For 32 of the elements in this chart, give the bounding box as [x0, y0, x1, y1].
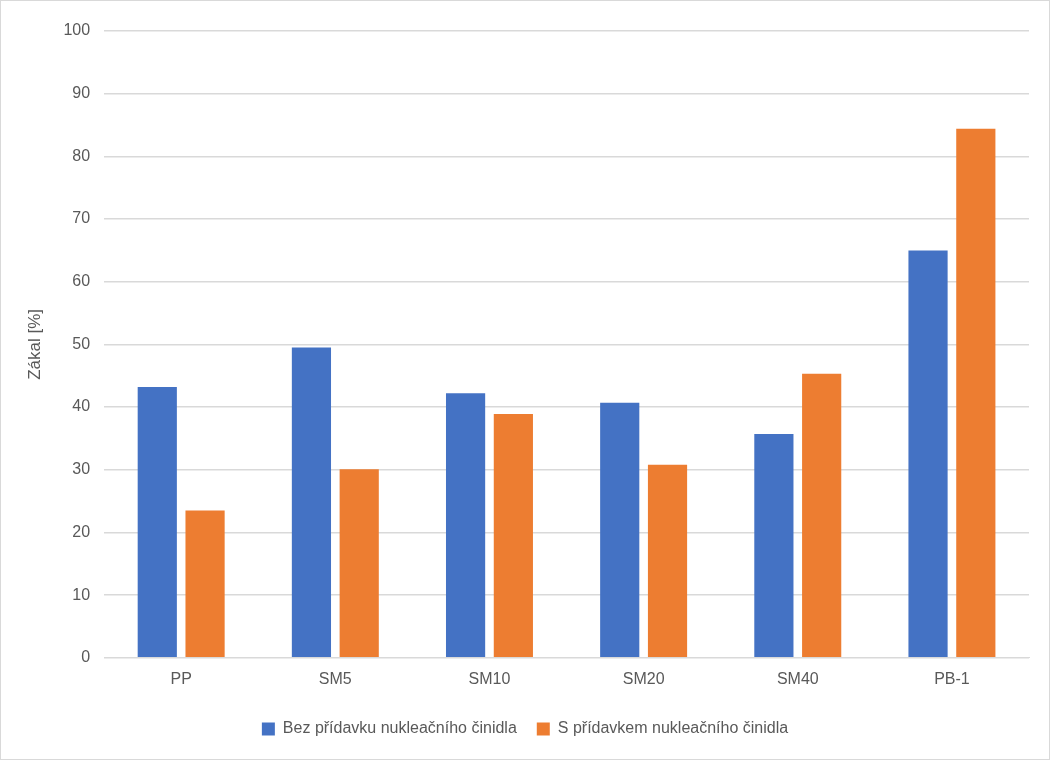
bar — [802, 373, 842, 658]
y-tick-label: 90 — [72, 84, 91, 102]
bar — [956, 128, 996, 658]
bar — [291, 347, 332, 658]
y-tick-label: 0 — [81, 648, 91, 666]
y-tick-label: 70 — [72, 209, 91, 227]
x-tick-label: PB-1 — [934, 669, 970, 687]
y-tick-label: 50 — [72, 334, 91, 352]
bar — [445, 393, 486, 658]
x-tick-label: PP — [170, 669, 192, 687]
y-tick-label: 80 — [72, 146, 91, 164]
y-tick-label: 30 — [72, 460, 91, 478]
bar — [493, 413, 533, 658]
legend-label: Bez přídavku nukleačního činidla — [282, 719, 517, 737]
x-tick-label: SM20 — [622, 669, 665, 687]
y-axis-title: Zákal [%] — [24, 308, 44, 380]
y-tick-label: 10 — [72, 585, 91, 603]
x-tick-label: SM10 — [468, 669, 511, 687]
bar — [185, 510, 225, 658]
bar — [339, 469, 379, 658]
bar — [647, 464, 688, 658]
bar — [137, 387, 177, 658]
legend-label: S přídavkem nukleačního činidla — [557, 719, 789, 737]
x-tick-label: SM5 — [318, 669, 352, 687]
y-tick-label: 40 — [72, 397, 91, 415]
bar — [908, 250, 948, 658]
bar — [600, 402, 640, 658]
y-tick-label: 20 — [72, 522, 91, 540]
bar — [754, 434, 794, 658]
y-tick-label: 100 — [63, 21, 91, 39]
x-tick-label: SM40 — [776, 669, 819, 687]
y-tick-label: 60 — [72, 272, 91, 290]
